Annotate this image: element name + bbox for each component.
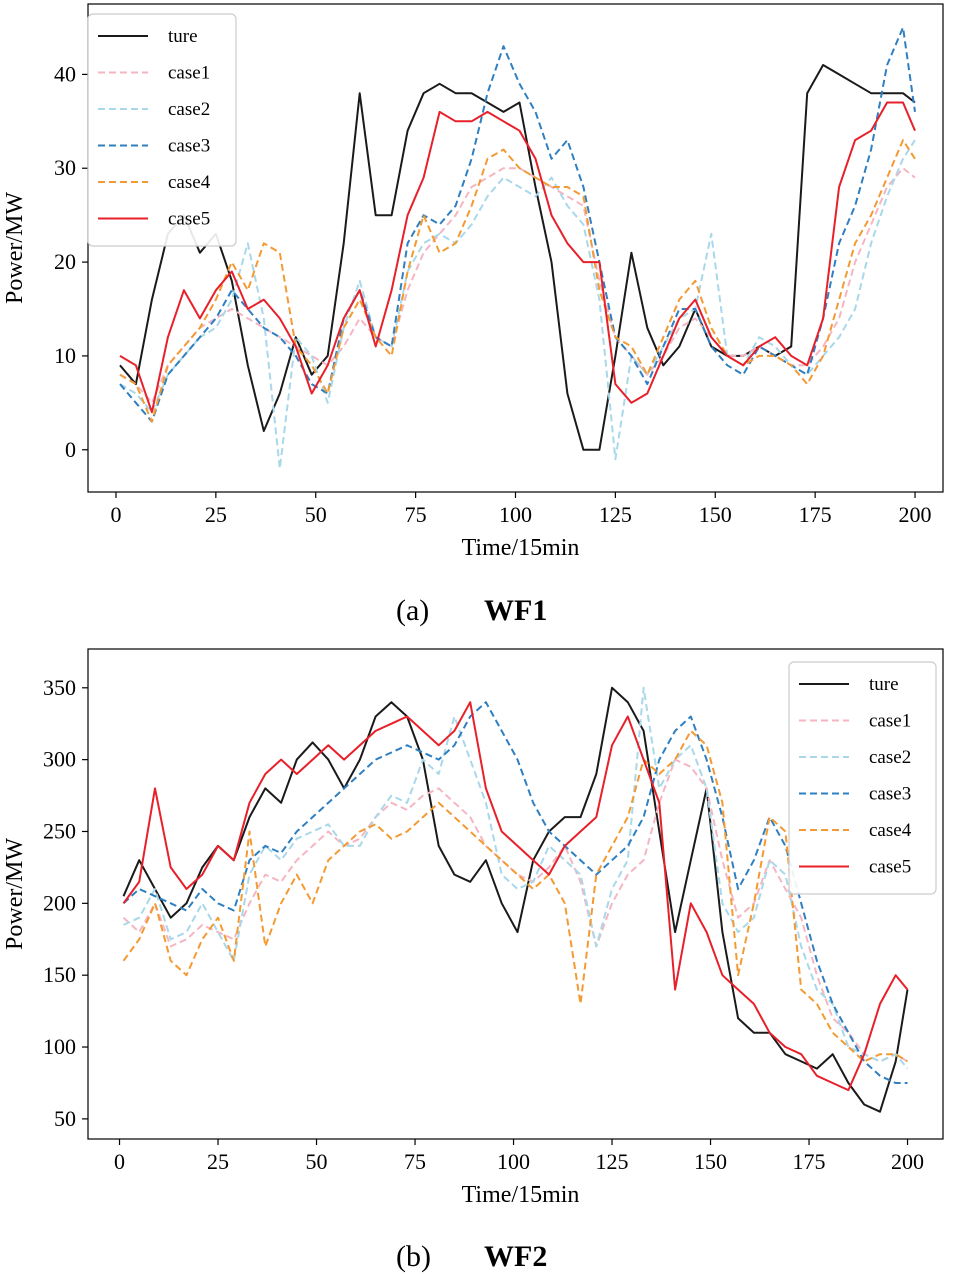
y-axis-label: Power/MW: [2, 192, 28, 304]
x-tick-label: 125: [599, 502, 632, 527]
legend-label-case4: case4: [168, 172, 211, 193]
x-tick-label: 0: [114, 1149, 125, 1174]
legend-label-case4: case4: [869, 820, 912, 841]
series-group: [119, 26, 916, 470]
series-line-case3: [122, 701, 908, 1084]
caption-a-title: WF1: [484, 594, 547, 627]
axes-frame: [87, 648, 944, 1140]
y-tick-label: 250: [43, 818, 76, 843]
x-tick-label: 50: [306, 1149, 328, 1174]
series-line-case4: [119, 139, 916, 423]
y-tick-label: 20: [54, 249, 76, 274]
x-tick-label: 200: [891, 1149, 924, 1174]
x-tick-label: 100: [499, 502, 532, 527]
x-tick-label: 25: [205, 502, 227, 527]
series-line-case2: [123, 686, 909, 1070]
panel-wf1: 0 25 50 75 100 125 150 175 200 0 10 20 30 40 Time/15mi…: [2, 3, 944, 561]
y-tick-label: 50: [54, 1106, 76, 1131]
x-tick-label: 25: [207, 1149, 229, 1174]
series-group: [122, 686, 909, 1113]
series-line-ture: [122, 686, 909, 1113]
y-tick-label: 200: [43, 890, 76, 915]
series-line-case5: [122, 701, 909, 1092]
series-line-case5: [119, 101, 916, 414]
caption-a-letter: (a): [396, 594, 429, 627]
legend-label-case1: case1: [168, 63, 210, 84]
x-tick-label: 75: [404, 1149, 426, 1174]
x-tick-label: 175: [793, 1149, 826, 1174]
legend-label-case5: case5: [869, 857, 911, 878]
y-tick-label: 40: [54, 61, 76, 86]
legend-label-case1: case1: [869, 711, 911, 732]
legend-label-ture: ture: [869, 674, 899, 695]
x-tick-label: 50: [305, 502, 327, 527]
legend-label-case5: case5: [168, 209, 210, 230]
series-line-case1: [122, 758, 909, 1063]
x-tick-label: 75: [405, 502, 427, 527]
y-tick-label: 10: [54, 343, 76, 368]
legend-label-case2: case2: [869, 747, 911, 768]
series-line-ture: [119, 64, 916, 451]
legend-label-case3: case3: [869, 784, 911, 805]
panel-wf2: 0 25 50 75 100 125 150 175 200 50 100 150 200 250 300 3…: [2, 648, 944, 1208]
y-axis-label: Power/MW: [2, 838, 28, 950]
legend: ture case1 case2 case3 case4 case5: [87, 13, 237, 247]
x-tick-label: 150: [699, 502, 732, 527]
x-tick-label: 125: [596, 1149, 629, 1174]
x-tick-label: 0: [110, 502, 121, 527]
captions: (a) WF1 (b) WF2: [396, 594, 547, 1273]
x-tick-label: 100: [497, 1149, 530, 1174]
x-axis-label: Time/15min: [462, 1182, 580, 1208]
y-tick-label: 150: [43, 962, 76, 987]
legend-box: [87, 13, 237, 247]
caption-b-letter: (b): [396, 1240, 431, 1273]
x-axis-label: Time/15min: [462, 535, 580, 561]
x-tick-label: 175: [799, 502, 832, 527]
x-tick-label: 200: [899, 502, 932, 527]
legend: ture case1 case2 case3 case4 case5: [788, 661, 937, 895]
y-tick-label: 300: [43, 747, 76, 772]
legend-label-case2: case2: [168, 99, 210, 120]
legend-label-case3: case3: [168, 136, 210, 157]
y-tick-label: 0: [65, 437, 76, 462]
series-line-case3: [119, 26, 916, 423]
series-line-case2: [119, 139, 916, 470]
legend-box: [788, 661, 937, 895]
y-tick-label: 350: [43, 675, 76, 700]
legend-label-ture: ture: [168, 26, 198, 47]
y-tick-label: 100: [43, 1034, 76, 1059]
caption-b-title: WF2: [484, 1240, 547, 1273]
y-tick-label: 30: [54, 155, 76, 180]
x-tick-label: 150: [694, 1149, 727, 1174]
